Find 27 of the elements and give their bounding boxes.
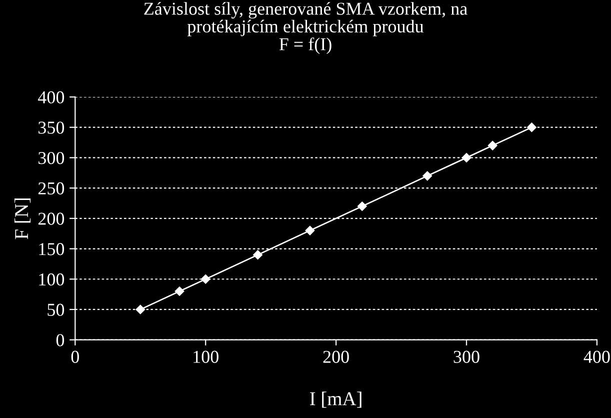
- y-tick-label: 100: [39, 273, 64, 286]
- point: [200, 274, 210, 284]
- point: [136, 304, 145, 314]
- point: [305, 226, 315, 236]
- y-tick-label: 300: [38, 152, 64, 164]
- y-tick-label: 250: [38, 182, 64, 194]
- y-tick-label: 0: [56, 334, 64, 346]
- y-axis-title: F [N]: [14, 198, 31, 240]
- y-tick-label: 350: [38, 122, 64, 134]
- x-axis-title: I [mA]: [310, 392, 362, 408]
- x-tick-label: 200: [323, 350, 349, 363]
- x-tick-label: 300: [454, 350, 480, 363]
- point: [358, 202, 367, 211]
- y-tick-label: 150: [39, 243, 64, 256]
- x-tick-label: 100: [194, 350, 218, 363]
- chart-title: Závislost síly, generované SMA vzorkem, na protékajícím elektrickém proudu F = f(I): [144, 2, 468, 54]
- point: [253, 250, 262, 260]
- y-tick-label: 50: [48, 304, 64, 316]
- x-tick-label: 400: [584, 350, 610, 363]
- point: [422, 171, 432, 181]
- point: [174, 286, 184, 296]
- point: [527, 122, 536, 132]
- point: [462, 153, 472, 162]
- y-tick-label: 200: [38, 212, 64, 225]
- point: [488, 140, 498, 150]
- x-tick-label: 0: [71, 350, 79, 363]
- y-tick-label: 400: [38, 91, 64, 104]
